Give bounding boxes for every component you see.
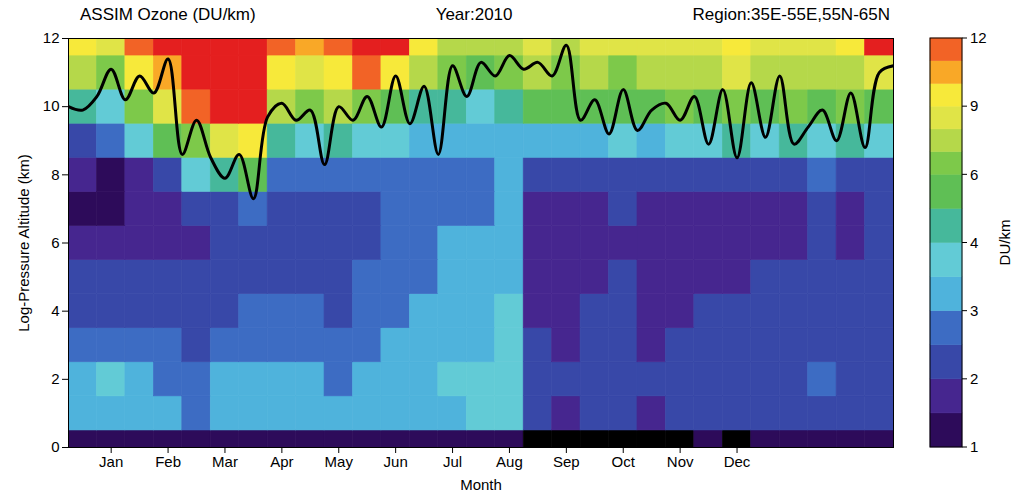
svg-text:6: 6: [51, 234, 59, 251]
svg-text:Jun: Jun: [384, 453, 408, 470]
svg-text:Log-Pressure Altitude (km): Log-Pressure Altitude (km): [15, 154, 32, 332]
svg-text:2: 2: [970, 370, 978, 387]
svg-text:8: 8: [51, 166, 59, 183]
svg-text:Mar: Mar: [212, 453, 238, 470]
svg-text:1: 1: [970, 438, 978, 455]
svg-text:9: 9: [970, 97, 978, 114]
svg-text:Nov: Nov: [667, 453, 694, 470]
svg-text:DU/km: DU/km: [996, 220, 1013, 266]
svg-text:Aug: Aug: [496, 453, 523, 470]
svg-text:0: 0: [51, 438, 59, 455]
svg-text:Jan: Jan: [99, 453, 123, 470]
svg-text:2: 2: [51, 370, 59, 387]
html-text:ASSIM Ozone (DU/km): ASSIM Ozone (DU/km): [80, 5, 256, 24]
svg-text:Oct: Oct: [612, 453, 636, 470]
svg-text:Jul: Jul: [443, 453, 462, 470]
svg-text:3: 3: [970, 302, 978, 319]
svg-text:Feb: Feb: [155, 453, 181, 470]
svg-text:10: 10: [43, 97, 60, 114]
svg-text:4: 4: [970, 234, 978, 251]
svg-text:12: 12: [970, 29, 987, 46]
svg-text:May: May: [325, 453, 354, 470]
html-text:Year:2010: Year:2010: [435, 5, 513, 24]
html-text:Region:35E-55E,55N-65N: Region:35E-55E,55N-65N: [692, 5, 890, 24]
svg-text:12: 12: [43, 29, 60, 46]
svg-text:Dec: Dec: [724, 453, 751, 470]
svg-text:Sep: Sep: [553, 453, 580, 470]
svg-text:6: 6: [970, 166, 978, 183]
svg-text:Month: Month: [460, 476, 502, 493]
svg-text:Apr: Apr: [270, 453, 293, 470]
svg-text:4: 4: [51, 302, 59, 319]
